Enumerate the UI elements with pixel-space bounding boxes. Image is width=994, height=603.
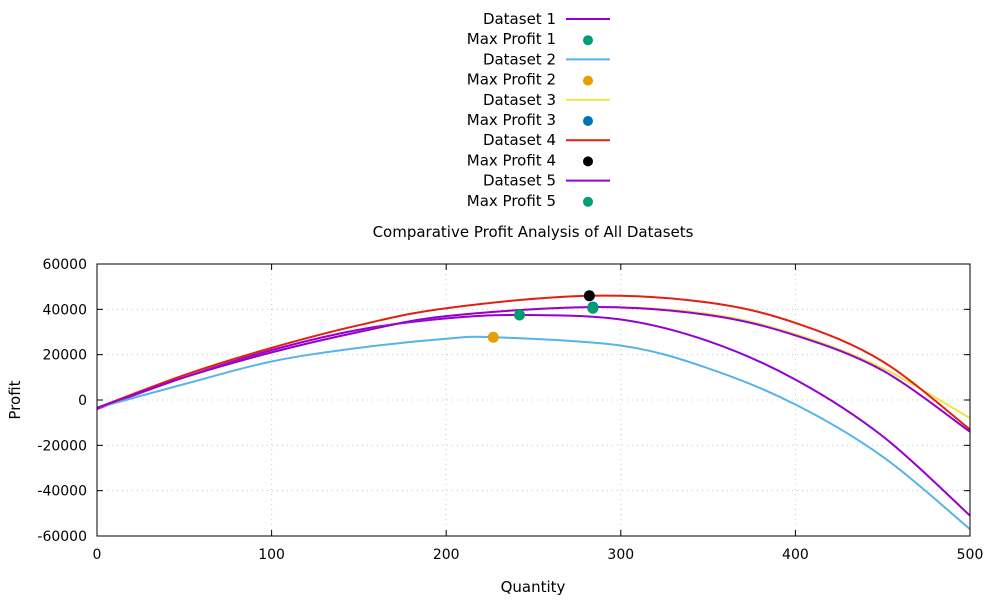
legend-label: Dataset 2 — [483, 50, 556, 68]
legend-marker — [583, 116, 593, 126]
chart-title: Comparative Profit Analysis of All Datas… — [373, 223, 694, 241]
legend: Dataset 1 Max Profit 1 Dataset 2 Max Profit… — [467, 10, 610, 210]
y-tick-label: 0 — [78, 393, 87, 409]
series-line-2 — [96, 335, 971, 530]
x-tick-label: 200 — [433, 547, 460, 563]
series-line-4 — [96, 294, 971, 431]
legend-label: Dataset 3 — [483, 91, 556, 109]
series-line-5 — [96, 306, 971, 433]
legend-marker — [583, 196, 593, 207]
y-tick-label: 20000 — [42, 348, 87, 364]
y-tick-label: 60000 — [42, 257, 87, 273]
x-tick-label: 0 — [93, 547, 102, 563]
legend-marker — [583, 156, 593, 167]
legend-label: Dataset 1 — [483, 10, 556, 28]
y-tick-label: -20000 — [37, 438, 87, 454]
x-tick-label: 500 — [957, 547, 984, 563]
legend-label: Max Profit 5 — [467, 192, 556, 210]
y-tick-label: 40000 — [42, 302, 87, 318]
legend-label: Max Profit 2 — [467, 71, 556, 89]
y-axis-label: Profit — [6, 380, 24, 419]
legend-label: Max Profit 1 — [467, 30, 556, 48]
grid — [97, 264, 970, 536]
y-tick-label: -60000 — [37, 529, 87, 545]
legend-marker — [583, 75, 593, 86]
x-axis-label: Quantity — [501, 578, 566, 596]
x-tick-label: 400 — [782, 547, 809, 563]
max-profit-point-5 — [587, 302, 599, 314]
x-tick-label: 300 — [607, 547, 634, 563]
series-line-1 — [96, 313, 971, 517]
series-layer — [96, 290, 971, 530]
x-tick-label: 100 — [258, 547, 285, 563]
legend-label: Dataset 4 — [483, 131, 556, 149]
max-profit-point-1 — [514, 309, 526, 321]
y-tick-label: -40000 — [37, 484, 87, 500]
max-profit-point-4 — [583, 290, 595, 302]
legend-marker — [583, 35, 593, 46]
axis-ticks: 0 100 200 300 400 500 -60000 -40000 -20000 0 20000… — [37, 257, 983, 563]
legend-label: Max Profit 4 — [467, 151, 556, 169]
max-profit-point-2 — [487, 331, 499, 343]
legend-label: Dataset 5 — [483, 172, 556, 190]
legend-label: Max Profit 3 — [467, 111, 556, 129]
